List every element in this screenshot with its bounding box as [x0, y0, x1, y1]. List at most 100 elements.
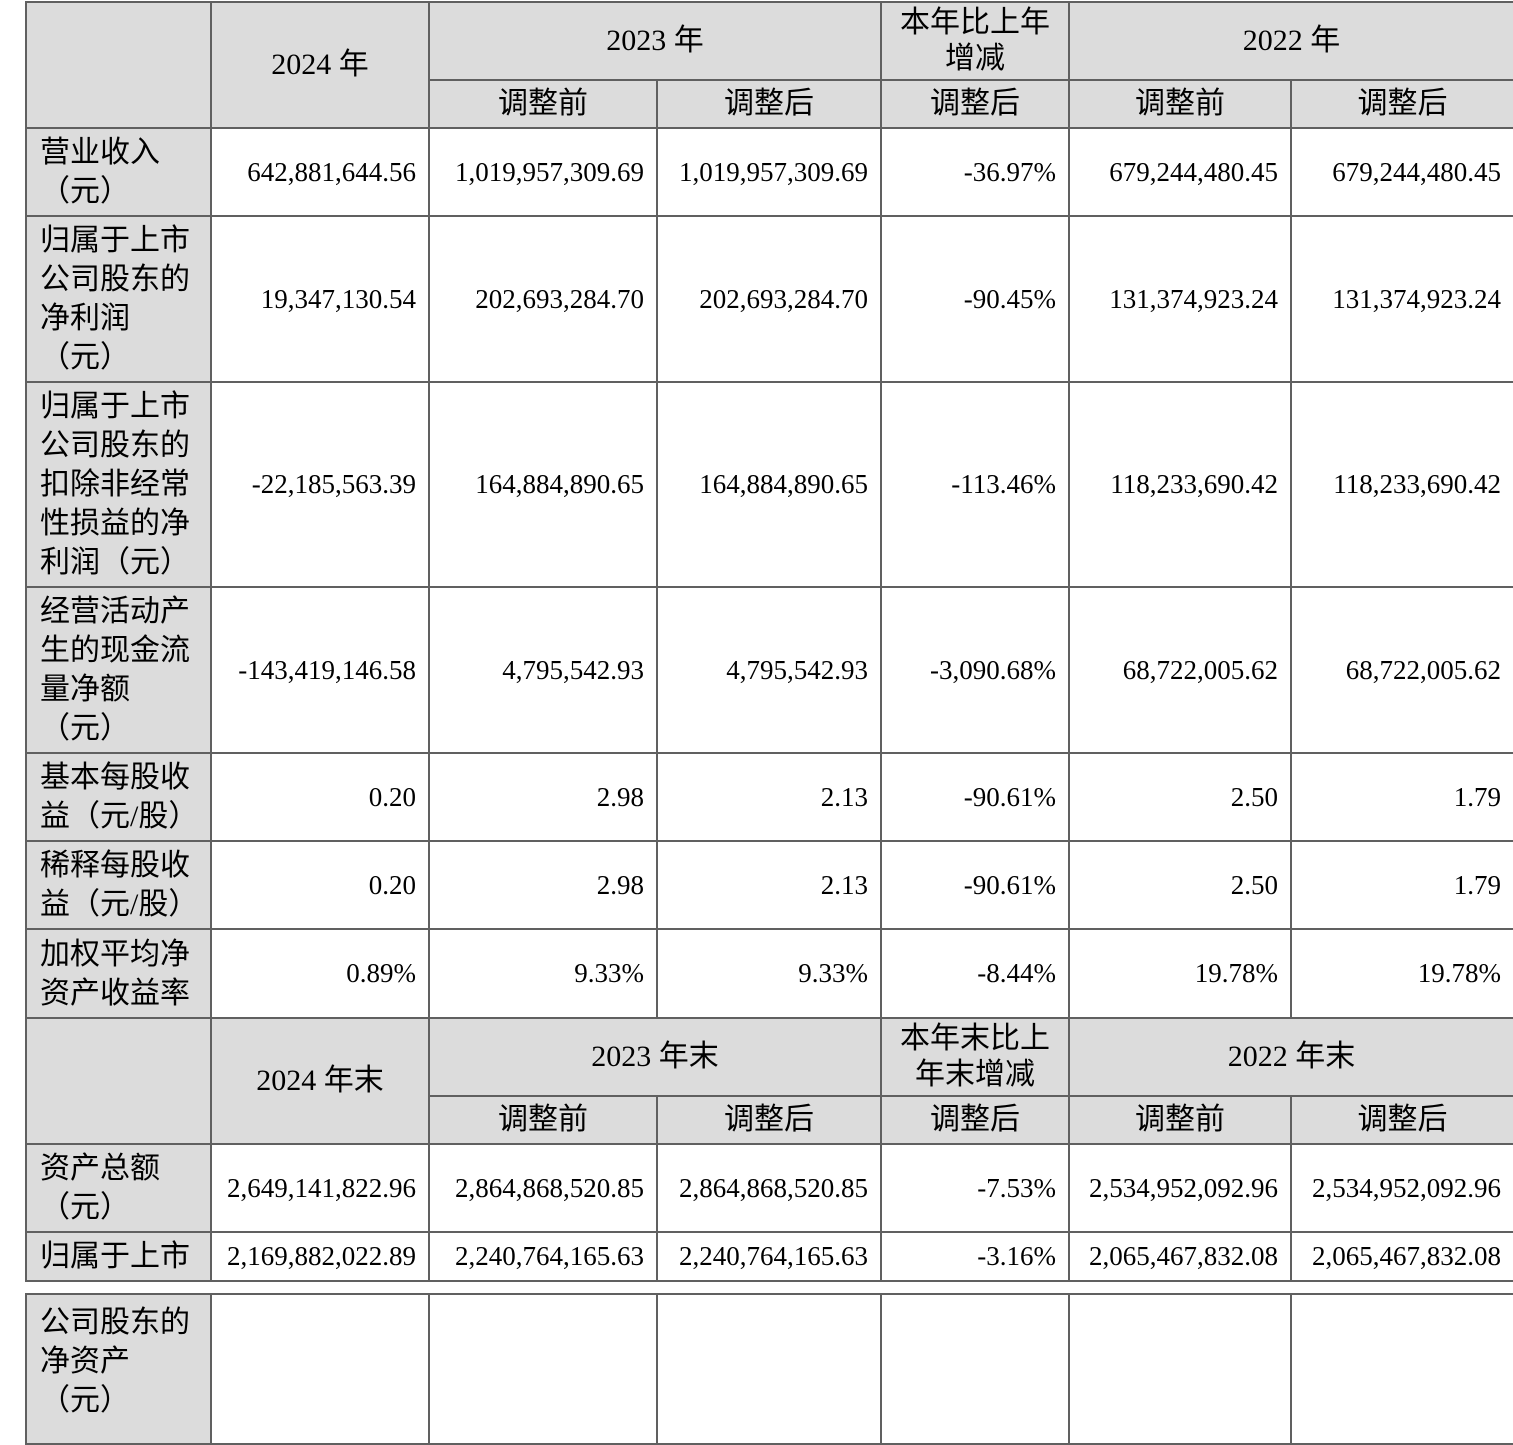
value-cell: 2,240,764,165.63 — [656, 1231, 882, 1282]
page-break-gap — [25, 1282, 1513, 1293]
year-end-2023-header: 2023 年末 — [428, 1017, 882, 1097]
value-cell: 19.78% — [1290, 928, 1513, 1019]
adjust-after-header: 调整后 — [1290, 79, 1513, 129]
value-cell: 19.78% — [1068, 928, 1292, 1019]
adjust-after-header: 调整后 — [656, 79, 882, 129]
value-cell: 2.98 — [428, 752, 658, 842]
value-cell: 679,244,480.45 — [1290, 127, 1513, 217]
value-cell: 9.33% — [656, 928, 882, 1019]
year-2022-header: 2022 年 — [1068, 1, 1513, 81]
value-cell: -22,185,563.39 — [210, 381, 430, 588]
table-row: 归属于上市 公司股东的 净利润 （元） 19,347,130.54 202,69… — [25, 215, 1513, 383]
value-cell: -113.46% — [880, 381, 1070, 588]
value-cell: 2,065,467,832.08 — [1068, 1231, 1292, 1282]
value-cell: 164,884,890.65 — [428, 381, 658, 588]
value-cell: 642,881,644.56 — [210, 127, 430, 217]
row-label-diluted-eps: 稀释每股收 益（元/股） — [25, 840, 212, 930]
table-row: 稀释每股收 益（元/股） 0.20 2.98 2.13 -90.61% 2.50… — [25, 840, 1513, 930]
value-cell: 1.79 — [1290, 752, 1513, 842]
value-cell: 68,722,005.62 — [1290, 586, 1513, 754]
value-cell: 2,534,952,092.96 — [1068, 1143, 1292, 1233]
year-2023-header: 2023 年 — [428, 1, 882, 81]
value-cell — [210, 1293, 430, 1445]
value-cell: 202,693,284.70 — [428, 215, 658, 383]
adjust-before-header: 调整前 — [428, 1095, 658, 1145]
adjust-after-header: 调整后 — [1290, 1095, 1513, 1145]
value-cell — [1068, 1293, 1292, 1445]
row-label-revenue: 营业收入 （元） — [25, 127, 212, 217]
value-cell: -90.45% — [880, 215, 1070, 383]
row-label-operating-cash-flow: 经营活动产 生的现金流 量净额 （元） — [25, 586, 212, 754]
value-cell: 202,693,284.70 — [656, 215, 882, 383]
table-row: 公司股东的 净资产 （元） — [25, 1293, 1513, 1445]
value-cell: 1,019,957,309.69 — [428, 127, 658, 217]
value-cell: 131,374,923.24 — [1068, 215, 1292, 383]
value-cell: 0.20 — [210, 840, 430, 930]
row-label-weighted-roe: 加权平均净 资产收益率 — [25, 928, 212, 1019]
table-row: 加权平均净 资产收益率 0.89% 9.33% 9.33% -8.44% 19.… — [25, 928, 1513, 1019]
value-cell: 164,884,890.65 — [656, 381, 882, 588]
year-2024-header: 2024 年 — [210, 1, 430, 129]
value-cell: 2,240,764,165.63 — [428, 1231, 658, 1282]
value-cell: 9.33% — [428, 928, 658, 1019]
year-end-change-header: 本年末比上 年末增减 — [880, 1017, 1070, 1097]
value-cell: 2.13 — [656, 752, 882, 842]
adjust-before-header: 调整前 — [1068, 79, 1292, 129]
year-end-2024-header: 2024 年末 — [210, 1017, 430, 1145]
row-label-net-assets-part1: 归属于上市 — [25, 1231, 212, 1282]
value-cell: 4,795,542.93 — [656, 586, 882, 754]
value-cell: 118,233,690.42 — [1290, 381, 1513, 588]
value-cell: 0.20 — [210, 752, 430, 842]
value-cell: 118,233,690.42 — [1068, 381, 1292, 588]
value-cell: 2.50 — [1068, 840, 1292, 930]
table-row: 经营活动产 生的现金流 量净额 （元） -143,419,146.58 4,79… — [25, 586, 1513, 754]
value-cell — [880, 1293, 1070, 1445]
value-cell: 679,244,480.45 — [1068, 127, 1292, 217]
value-cell: -90.61% — [880, 840, 1070, 930]
value-cell: -8.44% — [880, 928, 1070, 1019]
value-cell: -3.16% — [880, 1231, 1070, 1282]
value-cell: -7.53% — [880, 1143, 1070, 1233]
value-cell: 68,722,005.62 — [1068, 586, 1292, 754]
adjust-after-header: 调整后 — [880, 79, 1070, 129]
value-cell: 2.13 — [656, 840, 882, 930]
value-cell: 2.50 — [1068, 752, 1292, 842]
value-cell — [656, 1293, 882, 1445]
row-label-deducted-net-profit: 归属于上市 公司股东的 扣除非经常 性损益的净 利润（元） — [25, 381, 212, 588]
value-cell: -90.61% — [880, 752, 1070, 842]
value-cell: -36.97% — [880, 127, 1070, 217]
row-label-total-assets: 资产总额 （元） — [25, 1143, 212, 1233]
adjust-before-header: 调整前 — [1068, 1095, 1292, 1145]
row-label-net-assets-part2: 公司股东的 净资产 （元） — [25, 1293, 212, 1445]
table-row: 基本每股收 益（元/股） 0.20 2.98 2.13 -90.61% 2.50… — [25, 752, 1513, 842]
value-cell: 1.79 — [1290, 840, 1513, 930]
value-cell — [428, 1293, 658, 1445]
value-cell: 2,169,882,022.89 — [210, 1231, 430, 1282]
adjust-after-header: 调整后 — [656, 1095, 882, 1145]
value-cell: 2,864,868,520.85 — [656, 1143, 882, 1233]
value-cell: 2,065,467,832.08 — [1290, 1231, 1513, 1282]
corner-empty-cell — [25, 1, 212, 129]
adjust-after-header: 调整后 — [880, 1095, 1070, 1145]
value-cell: 1,019,957,309.69 — [656, 127, 882, 217]
value-cell: 2,649,141,822.96 — [210, 1143, 430, 1233]
corner-empty-cell — [25, 1017, 212, 1145]
row-label-net-profit: 归属于上市 公司股东的 净利润 （元） — [25, 215, 212, 383]
value-cell — [1290, 1293, 1513, 1445]
value-cell: 131,374,923.24 — [1290, 215, 1513, 383]
value-cell: 4,795,542.93 — [428, 586, 658, 754]
table-row: 归属于上市 公司股东的 扣除非经常 性损益的净 利润（元） -22,185,56… — [25, 381, 1513, 588]
value-cell: 2,864,868,520.85 — [428, 1143, 658, 1233]
table-row: 归属于上市 2,169,882,022.89 2,240,764,165.63 … — [25, 1231, 1513, 1282]
yoy-change-header: 本年比上年 增减 — [880, 1, 1070, 81]
table-row: 营业收入 （元） 642,881,644.56 1,019,957,309.69… — [25, 127, 1513, 217]
value-cell: -143,419,146.58 — [210, 586, 430, 754]
financial-table-continuation: 公司股东的 净资产 （元） — [25, 1293, 1513, 1445]
financial-summary-table: 2024 年 2023 年 本年比上年 增减 2022 年 调整前 调整后 调整… — [25, 1, 1513, 1282]
value-cell: 2.98 — [428, 840, 658, 930]
value-cell: 2,534,952,092.96 — [1290, 1143, 1513, 1233]
adjust-before-header: 调整前 — [428, 79, 658, 129]
table-row: 资产总额 （元） 2,649,141,822.96 2,864,868,520.… — [25, 1143, 1513, 1233]
value-cell: 19,347,130.54 — [210, 215, 430, 383]
